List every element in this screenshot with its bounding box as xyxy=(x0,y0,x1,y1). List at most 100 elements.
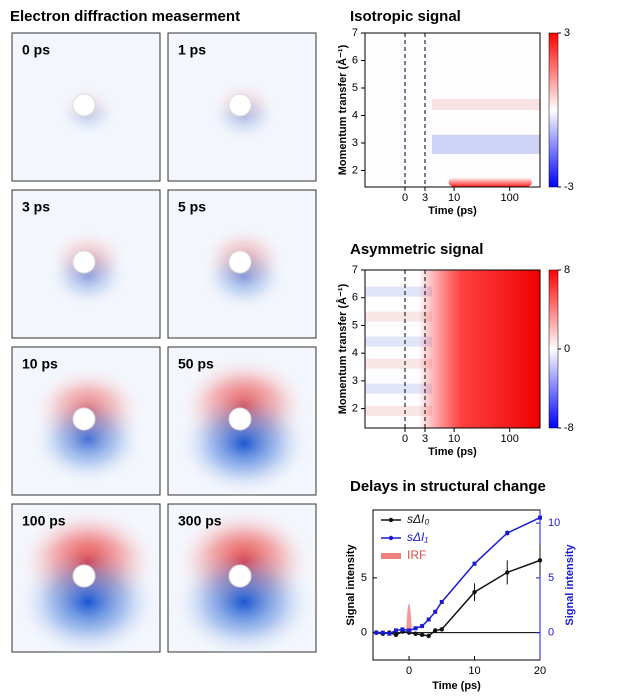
x-axis-label: Time (ps) xyxy=(428,205,477,217)
x-tick-label: 3 xyxy=(422,433,428,445)
chart-title: Asymmetric signal xyxy=(350,241,483,258)
heatmap-band xyxy=(418,270,540,428)
diffraction-panel: 100 ps xyxy=(11,503,161,660)
x-tick-label: 10 xyxy=(468,665,480,677)
data-point xyxy=(433,609,438,614)
diffraction-panel: 50 ps xyxy=(167,346,317,498)
y-tick-label: 2 xyxy=(352,403,358,415)
beam-stop xyxy=(228,250,252,274)
y-tick-label: 5 xyxy=(352,319,358,331)
panel-label: 0 ps xyxy=(22,42,50,58)
blue-lobe xyxy=(175,389,313,498)
data-point xyxy=(537,558,543,563)
heatmap-band xyxy=(448,177,532,187)
legend-marker xyxy=(388,517,394,523)
data-point xyxy=(419,632,425,638)
irf xyxy=(406,603,413,633)
beam-stop xyxy=(72,93,96,117)
blue-lobe xyxy=(199,243,289,312)
diffraction-panel: 1 ps xyxy=(167,32,317,182)
data-point xyxy=(393,632,399,638)
diffraction-panel: 5 ps xyxy=(167,189,317,339)
y-tick-label: 0 xyxy=(361,627,367,639)
data-point xyxy=(538,515,542,520)
x-tick-label: 100 xyxy=(501,433,519,445)
beam-stop xyxy=(228,407,252,431)
y-tick-label: 6 xyxy=(352,54,358,66)
diffraction-panel: 300 ps xyxy=(167,503,317,660)
beam-stop xyxy=(72,407,96,431)
panel-label: 5 ps xyxy=(178,199,206,215)
panel-label: 10 ps xyxy=(22,356,58,372)
legend-label: sΔI₀ xyxy=(407,512,429,526)
legend-label: sΔI₁ xyxy=(407,530,428,544)
panel-label: 100 ps xyxy=(22,513,66,529)
diffraction-panel: 3 ps xyxy=(11,189,161,339)
y-tick-label: 4 xyxy=(352,109,358,121)
heatmap-band xyxy=(365,358,432,369)
data-point xyxy=(380,630,385,635)
x-tick-label: 10 xyxy=(448,192,460,204)
colorbar-label: -8 xyxy=(564,422,574,434)
colorbar-label: 0 xyxy=(564,343,570,355)
plot-frame xyxy=(364,269,541,429)
heatmap-band xyxy=(365,336,432,347)
blue-lobe xyxy=(29,393,147,486)
x-axis-label: Time (ps) xyxy=(428,446,477,458)
y2-tick-label: 5 xyxy=(548,572,554,584)
legend-marker xyxy=(388,535,394,541)
blue-lobe xyxy=(15,544,161,660)
data-point xyxy=(407,628,412,633)
blue-lobe xyxy=(46,244,130,309)
beam-stop xyxy=(72,250,96,274)
data-point xyxy=(505,570,510,575)
y-tick-label: 3 xyxy=(352,375,358,387)
y-tick-label: 6 xyxy=(352,292,358,304)
colorbar-label: -3 xyxy=(564,181,574,193)
heatmap-band xyxy=(431,99,540,110)
x-tick-label: 3 xyxy=(422,192,428,204)
data-point xyxy=(472,589,477,595)
plot-frame xyxy=(364,32,541,188)
heatmap-band xyxy=(365,286,432,297)
data-point xyxy=(426,617,431,622)
panel-label: 300 ps xyxy=(178,513,222,529)
x-tick-label: 0 xyxy=(406,665,412,677)
y-axis-label: Momentum transfer (Å⁻¹) xyxy=(336,44,349,175)
x-tick-label: 0 xyxy=(402,192,408,204)
data-point xyxy=(387,631,392,636)
blue-lobe xyxy=(171,544,317,660)
y-axis-label: Momentum transfer (Å⁻¹) xyxy=(336,283,349,414)
data-point xyxy=(426,633,431,639)
x-tick-label: 20 xyxy=(534,665,546,677)
diffraction-panel: 10 ps xyxy=(11,346,161,496)
blue-lobe xyxy=(209,90,279,143)
colorbar xyxy=(548,32,559,188)
legend-swatch xyxy=(381,553,401,559)
panel-label: 50 ps xyxy=(178,356,214,372)
data-point xyxy=(374,630,379,635)
y2-axis-label: Signal intensity xyxy=(564,543,576,625)
colorbar xyxy=(548,269,559,429)
colorbar-label: 3 xyxy=(564,27,570,39)
data-point xyxy=(400,627,405,632)
data-point xyxy=(439,627,444,632)
series-line xyxy=(376,559,541,637)
data-point xyxy=(505,530,510,535)
data-point xyxy=(413,626,418,631)
series-line xyxy=(376,516,541,635)
panel-label: 1 ps xyxy=(178,42,206,58)
data-point xyxy=(393,628,398,633)
x-tick-label: 0 xyxy=(402,433,408,445)
beam-stop xyxy=(228,93,252,117)
y-tick-label: 5 xyxy=(352,82,358,94)
heatmap-band xyxy=(365,405,432,416)
y-axis-label: Signal intensity xyxy=(345,543,357,625)
data-point xyxy=(439,599,444,604)
x-tick-label: 10 xyxy=(448,433,460,445)
y-tick-label: 2 xyxy=(352,164,358,176)
y-tick-label: 7 xyxy=(352,27,358,39)
data-point xyxy=(413,631,418,636)
figure-title: Electron diffraction measerment xyxy=(10,8,240,25)
